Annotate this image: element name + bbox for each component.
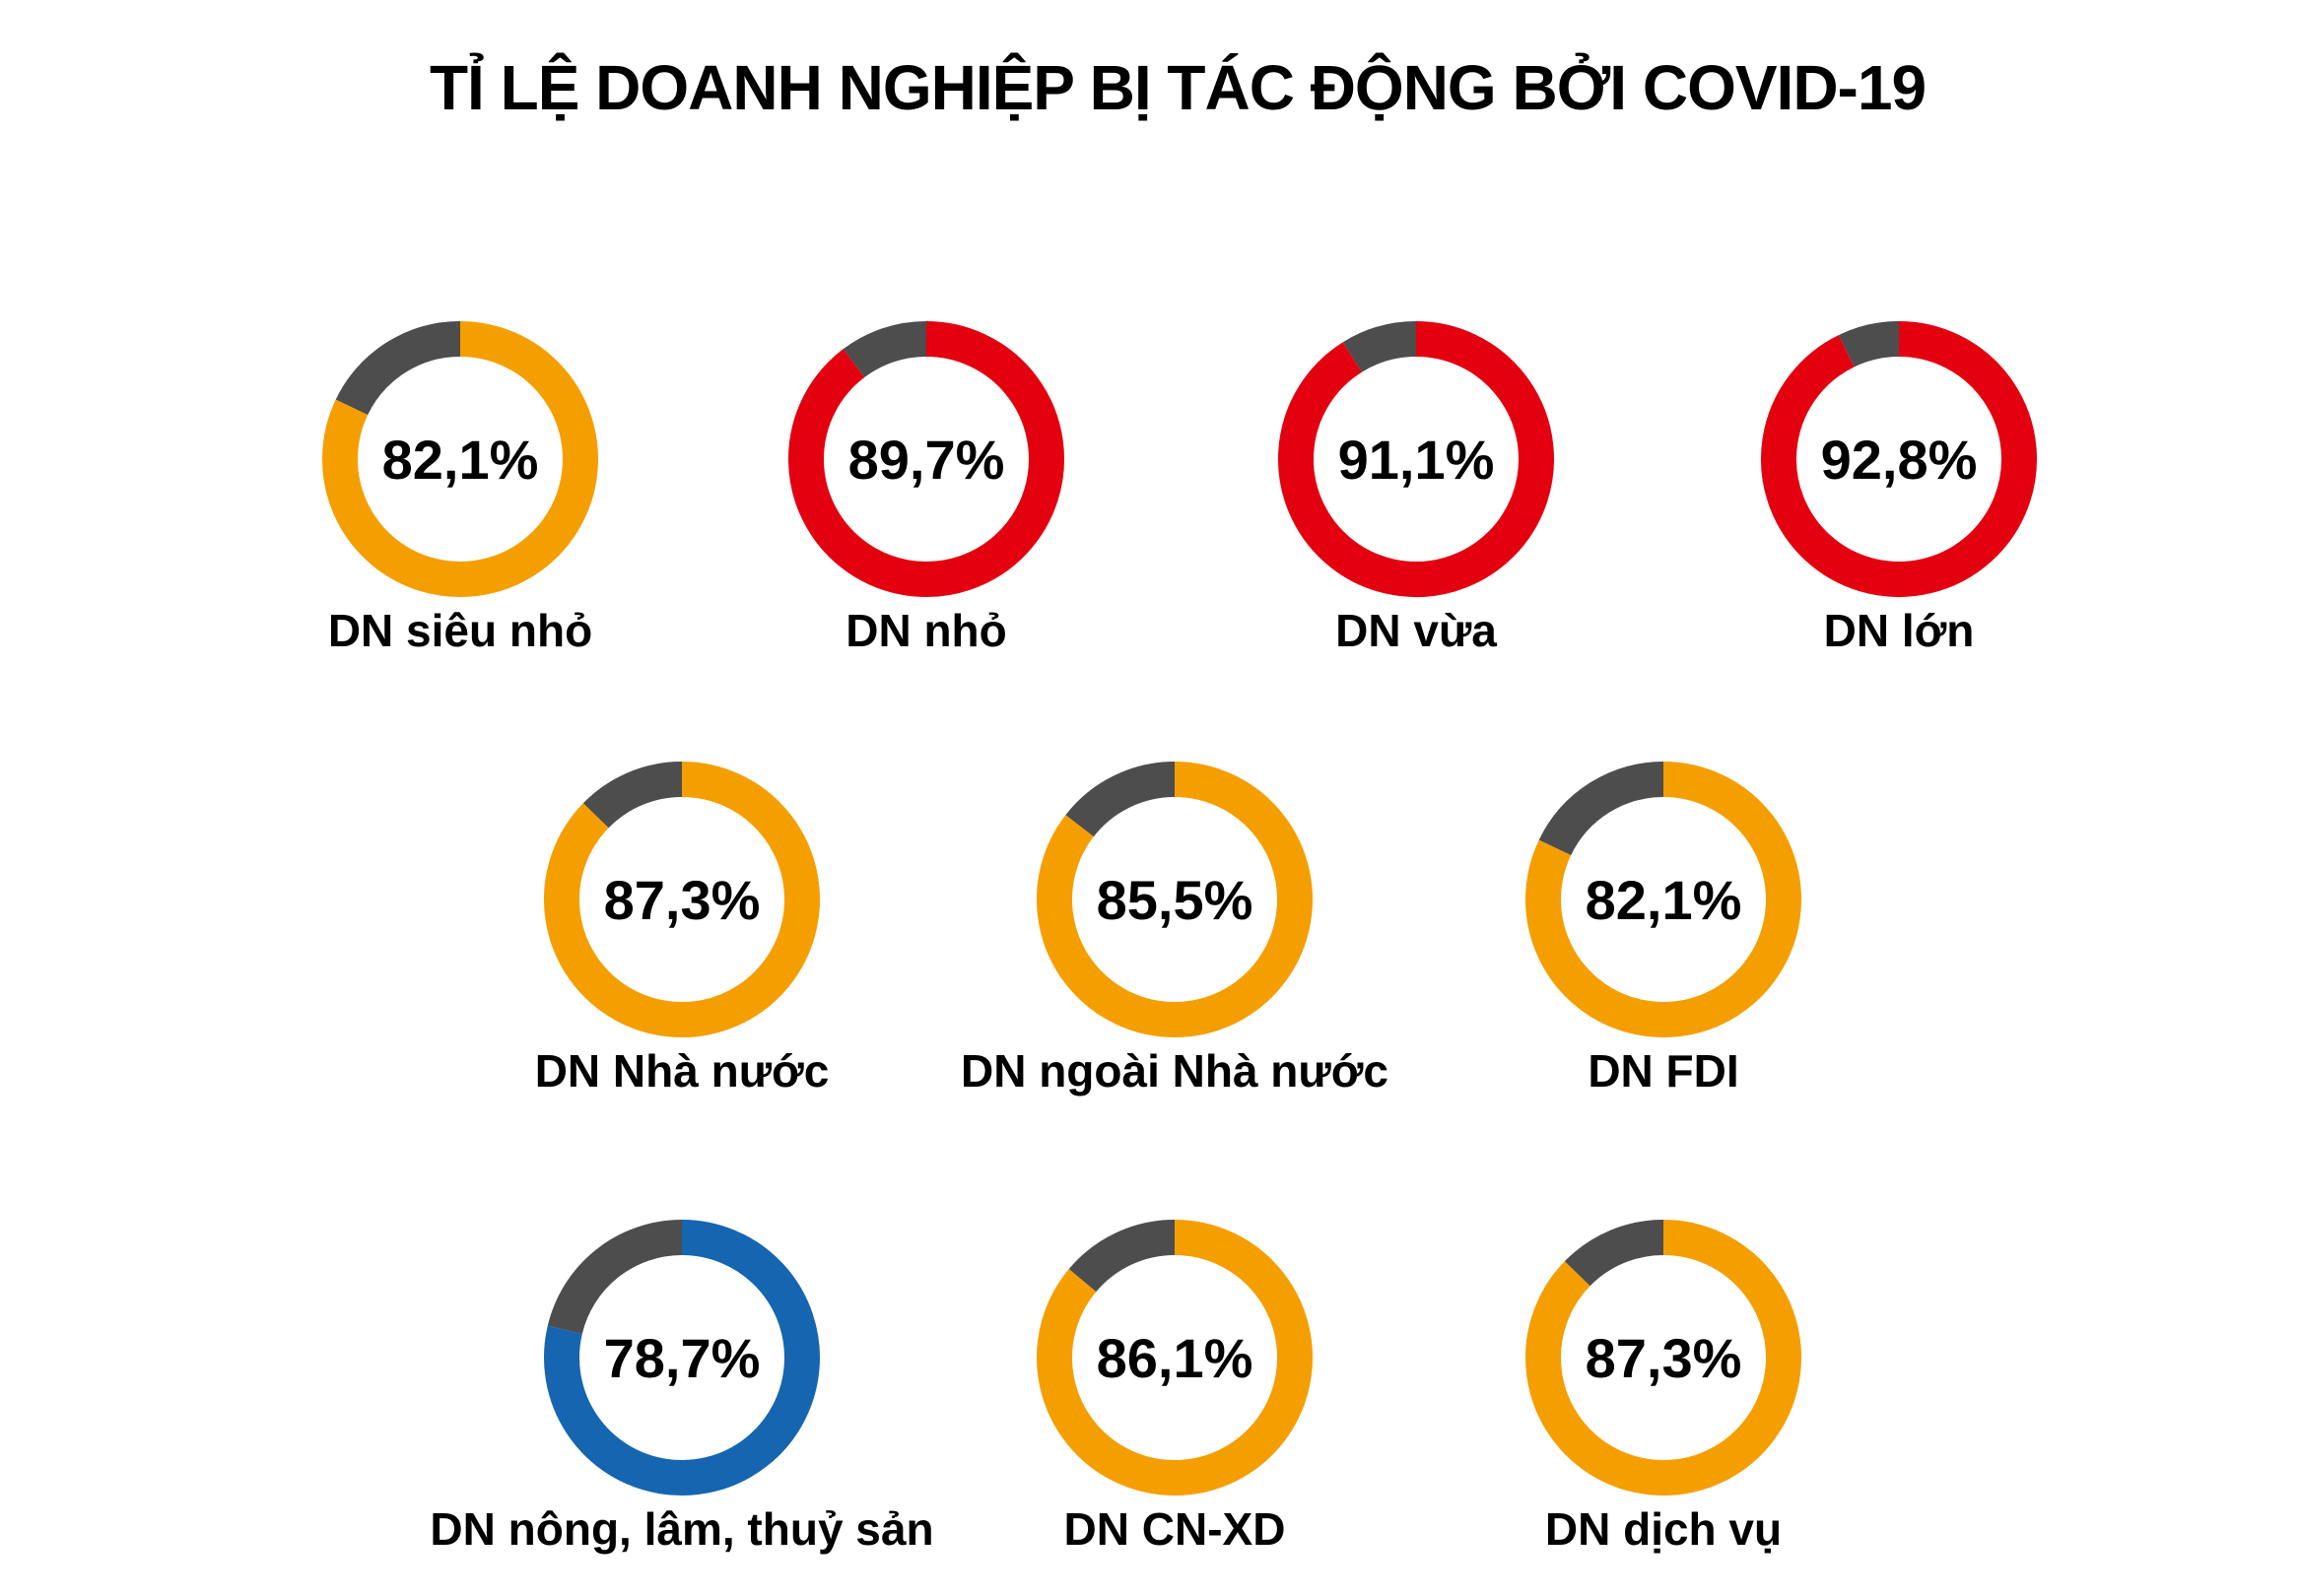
donut-value-label: 82,1% bbox=[1586, 869, 1742, 931]
donut-value-arc bbox=[788, 321, 1064, 597]
donut-item: 86,1% DN CN-XD bbox=[1037, 1220, 1313, 1555]
donut-value-label: 87,3% bbox=[604, 869, 761, 931]
donut-value-label: 92,8% bbox=[1821, 429, 1978, 491]
donut-item: 89,7% DN nhỏ bbox=[788, 321, 1064, 656]
donut-category-label: DN lớn bbox=[1824, 605, 1975, 656]
donut-remainder-arc bbox=[1068, 1220, 1176, 1293]
donut-value-label: 85,5% bbox=[1097, 869, 1253, 931]
donut-value-label: 89,7% bbox=[848, 429, 1005, 491]
donut-value-label: 82,1% bbox=[382, 429, 539, 491]
donut-value-arc bbox=[1525, 762, 1801, 1037]
donut-remainder-arc bbox=[843, 321, 927, 378]
donut-remainder-arc bbox=[547, 1220, 683, 1335]
donut-item: 85,5% DN ngoài Nhà nước bbox=[961, 762, 1388, 1097]
donut-item: 87,3% DN dịch vụ bbox=[1525, 1220, 1801, 1555]
donut-remainder-arc bbox=[1065, 762, 1176, 837]
donut-value-label: 87,3% bbox=[1586, 1327, 1742, 1389]
donut-value-arc bbox=[1037, 1220, 1313, 1496]
donut-category-label: DN vừa bbox=[1335, 605, 1497, 656]
donut-remainder-arc bbox=[582, 762, 683, 829]
donut-category-label: DN dịch vụ bbox=[1545, 1503, 1782, 1555]
donut-item: 78,7% DN nông, lâm, thuỷ sản bbox=[430, 1220, 934, 1555]
donut-category-label: DN Nhà nước bbox=[535, 1045, 830, 1097]
donut-value-label: 78,7% bbox=[604, 1327, 761, 1389]
donut-item: 82,1% DN siêu nhỏ bbox=[322, 321, 598, 656]
donut-value-arc bbox=[1525, 1220, 1801, 1496]
donut-remainder-arc bbox=[1564, 1220, 1664, 1287]
donut-category-label: DN siêu nhỏ bbox=[328, 605, 592, 656]
donut-value-arc bbox=[544, 1220, 820, 1496]
donut-remainder-arc bbox=[1342, 321, 1417, 373]
donut-value-arc bbox=[1278, 321, 1554, 597]
donut-category-label: DN nông, lâm, thuỷ sản bbox=[430, 1503, 933, 1555]
donut-item: 91,1% DN vừa bbox=[1278, 321, 1554, 656]
chart-title: TỈ LỆ DOANH NGHIỆP BỊ TÁC ĐỘNG BỞI COVID… bbox=[429, 52, 1927, 123]
donut-category-label: DN ngoài Nhà nước bbox=[961, 1045, 1388, 1097]
donut-value-arc bbox=[322, 321, 598, 597]
donut-value-arc bbox=[1761, 321, 2037, 597]
donut-value-label: 86,1% bbox=[1097, 1327, 1253, 1389]
donut-item: 87,3% DN Nhà nước bbox=[535, 762, 830, 1097]
donut-remainder-arc bbox=[1838, 321, 1900, 367]
donut-category-label: DN CN-XD bbox=[1064, 1503, 1286, 1555]
donut-remainder-arc bbox=[335, 321, 461, 416]
donut-value-arc bbox=[1037, 762, 1313, 1037]
donut-value-arc bbox=[544, 762, 820, 1037]
donut-category-label: DN nhỏ bbox=[846, 605, 1007, 656]
donut-category-label: DN FDI bbox=[1588, 1045, 1738, 1097]
donut-item: 92,8% DN lớn bbox=[1761, 321, 2037, 656]
donut-item: 82,1% DN FDI bbox=[1525, 762, 1801, 1097]
donut-remainder-arc bbox=[1538, 762, 1664, 856]
donut-value-label: 91,1% bbox=[1338, 429, 1495, 491]
